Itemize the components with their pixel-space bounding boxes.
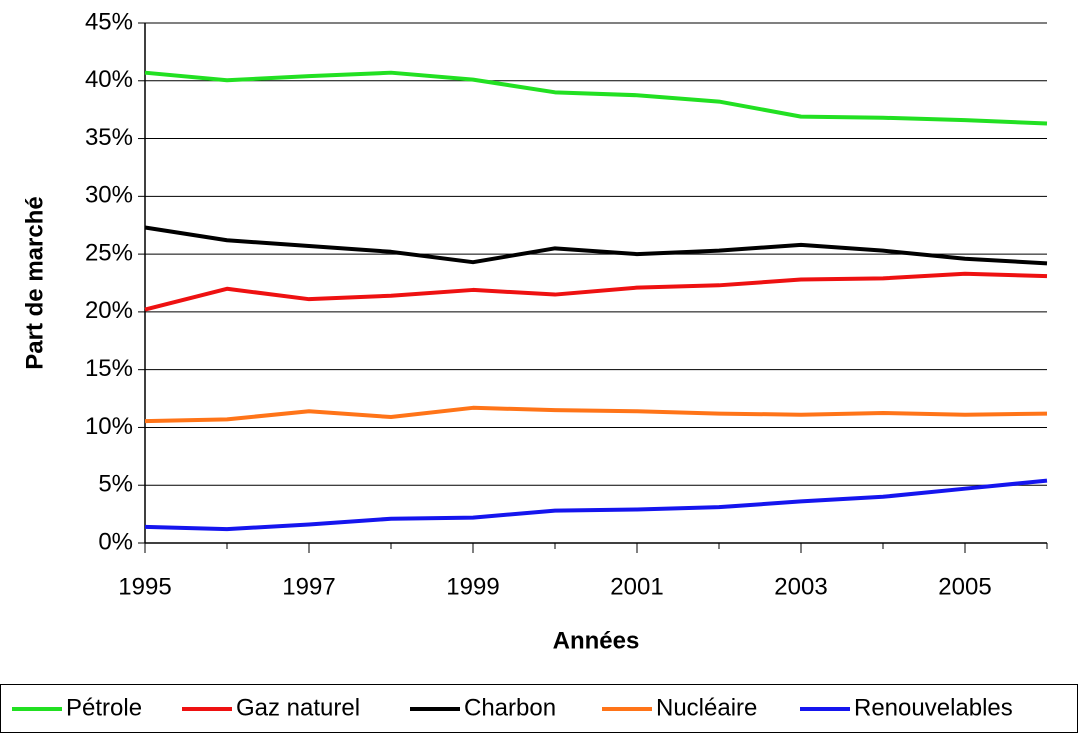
y-tick-label: 35% [85, 124, 133, 151]
y-tick-label: 25% [85, 239, 133, 266]
legend-label: Pétrole [66, 694, 142, 721]
x-axis-title: Années [553, 627, 640, 654]
x-tick-label: 1999 [446, 573, 499, 600]
y-tick-label: 40% [85, 66, 133, 93]
x-tick-label: 2001 [610, 573, 663, 600]
legend-label: Gaz naturel [236, 694, 360, 721]
y-tick-label: 15% [85, 355, 133, 382]
y-tick-label: 30% [85, 182, 133, 209]
x-tick-label: 2003 [774, 573, 827, 600]
series-line [144, 478, 1048, 532]
y-tick-label: 5% [98, 471, 133, 498]
y-tick-label: 20% [85, 297, 133, 324]
legend-label: Renouvelables [854, 694, 1013, 721]
series-line [144, 405, 1048, 424]
x-tick-label: 2005 [938, 573, 991, 600]
series-line [144, 271, 1048, 312]
legend-label: Nucléaire [656, 694, 757, 721]
x-tick-label: 1995 [118, 573, 171, 600]
y-tick-label: 10% [85, 413, 133, 440]
series-line [144, 70, 1048, 126]
y-tick-label: 0% [98, 528, 133, 555]
x-tick-label: 1997 [282, 573, 335, 600]
series-line [144, 225, 1048, 266]
legend-label: Charbon [464, 694, 556, 721]
y-axis-title: Part de marché [21, 196, 48, 369]
y-tick-label: 45% [85, 8, 133, 35]
